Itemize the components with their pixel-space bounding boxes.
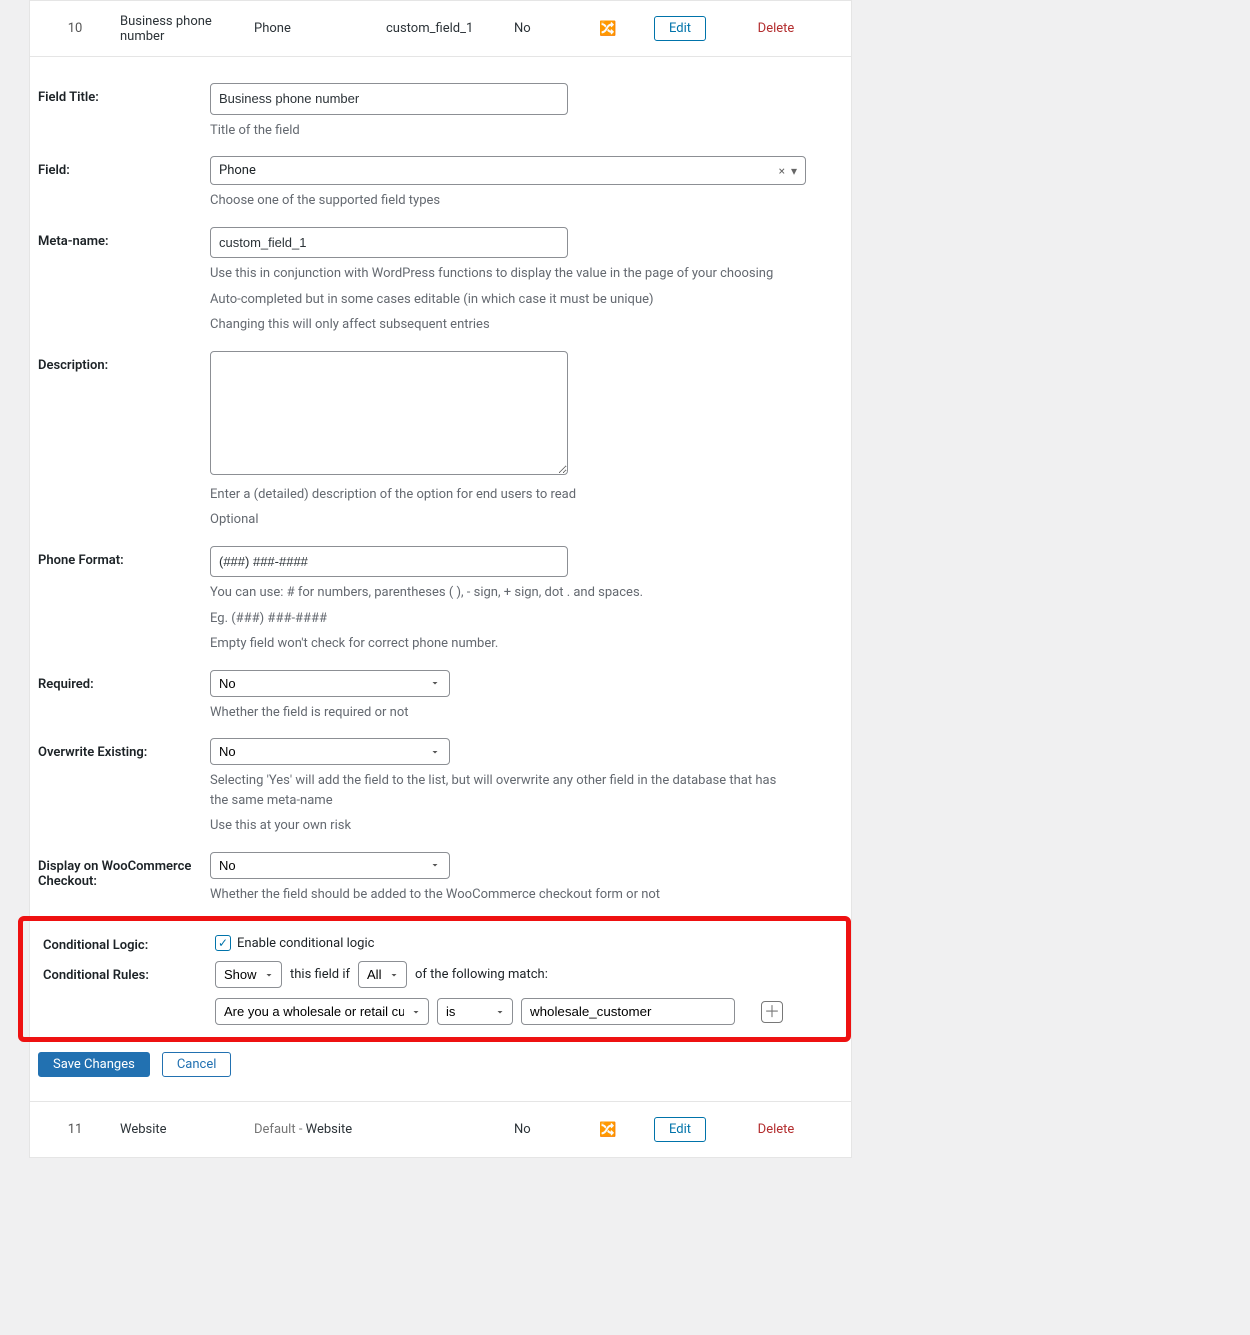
delete-button[interactable]: Delete (744, 1118, 809, 1141)
woocommerce-help: Whether the field should be added to the… (210, 885, 843, 905)
rule-action-select[interactable]: Show (215, 961, 282, 988)
field-row-11: 11 Website Default - Website No 🔀 Edit D… (30, 1101, 851, 1157)
field-title-input[interactable] (210, 83, 568, 115)
phone-help-2: Eg. (###) ###-#### (210, 609, 843, 629)
overwrite-select[interactable]: No (210, 738, 450, 765)
row-required: No (514, 1112, 582, 1147)
meta-help-3: Changing this will only affect subsequen… (210, 315, 843, 335)
phone-help-3: Empty field won't check for correct phon… (210, 634, 843, 654)
chevron-down-icon[interactable]: ▾ (791, 164, 797, 178)
row-title: Website (120, 1112, 254, 1147)
field-type-select[interactable]: Phone × ▾ (210, 156, 806, 185)
meta-name-label: Meta-name: (30, 227, 210, 335)
shuffle-icon[interactable]: 🔀 (582, 21, 634, 37)
field-type-label: Field: (30, 156, 210, 211)
woocommerce-select[interactable]: No (210, 852, 450, 879)
edit-button[interactable]: Edit (654, 16, 706, 41)
clear-icon[interactable]: × (779, 164, 785, 178)
row-id: 11 (30, 1112, 120, 1147)
field-edit-form: Field Title: Title of the field Field: P… (30, 57, 851, 1101)
rule-text-tail: of the following match: (415, 967, 548, 982)
field-row-10: 10 Business phone number Phone custom_fi… (30, 1, 851, 57)
row-meta (386, 1120, 514, 1140)
row-meta: custom_field_1 (386, 11, 514, 46)
shuffle-icon[interactable]: 🔀 (582, 1122, 634, 1138)
overwrite-help-2: Use this at your own risk (210, 816, 843, 836)
phone-format-label: Phone Format: (30, 546, 210, 654)
field-type-value: Phone (219, 163, 256, 178)
overwrite-help-1: Selecting 'Yes' will add the field to th… (210, 771, 790, 810)
required-label: Required: (30, 670, 210, 723)
cancel-button[interactable]: Cancel (162, 1052, 232, 1077)
field-title-label: Field Title: (30, 83, 210, 140)
rule-value-input[interactable] (521, 998, 735, 1025)
required-help: Whether the field is required or not (210, 703, 843, 723)
description-textarea[interactable] (210, 351, 568, 475)
overwrite-label: Overwrite Existing: (30, 738, 210, 836)
row-type: Default - Website (254, 1112, 386, 1147)
rule-text-mid: this field if (290, 967, 350, 982)
description-help-2: Optional (210, 510, 843, 530)
field-title-help: Title of the field (210, 121, 843, 141)
phone-help-1: You can use: # for numbers, parentheses … (210, 583, 843, 603)
save-changes-button[interactable]: Save Changes (38, 1052, 150, 1077)
meta-help-1: Use this in conjunction with WordPress f… (210, 264, 843, 284)
rule-field-select[interactable]: Are you a wholesale or retail cu (215, 998, 429, 1025)
rule-match-select[interactable]: All (358, 961, 407, 988)
row-type: Phone (254, 11, 386, 46)
enable-conditional-checkbox[interactable]: ✓ (215, 935, 231, 951)
field-type-help: Choose one of the supported field types (210, 191, 843, 211)
required-select[interactable]: No (210, 670, 450, 697)
conditional-rules-label: Conditional Rules: (35, 961, 215, 1025)
meta-name-input[interactable] (210, 227, 568, 259)
row-id: 10 (30, 11, 120, 46)
rule-operator-select[interactable]: is (437, 998, 513, 1025)
edit-button[interactable]: Edit (654, 1117, 706, 1142)
row-required: No (514, 11, 582, 46)
add-rule-button[interactable]: ＋ (761, 1001, 783, 1023)
conditional-logic-highlight: Conditional Logic: ✓ Enable conditional … (18, 916, 851, 1042)
enable-conditional-text: Enable conditional logic (237, 936, 374, 951)
delete-button[interactable]: Delete (744, 17, 809, 40)
conditional-logic-label: Conditional Logic: (35, 931, 215, 953)
row-title: Business phone number (120, 4, 254, 54)
woocommerce-label: Display on WooCommerce Checkout: (30, 852, 210, 905)
description-help-1: Enter a (detailed) description of the op… (210, 485, 843, 505)
phone-format-input[interactable] (210, 546, 568, 578)
description-label: Description: (30, 351, 210, 530)
meta-help-2: Auto-completed but in some cases editabl… (210, 290, 843, 310)
